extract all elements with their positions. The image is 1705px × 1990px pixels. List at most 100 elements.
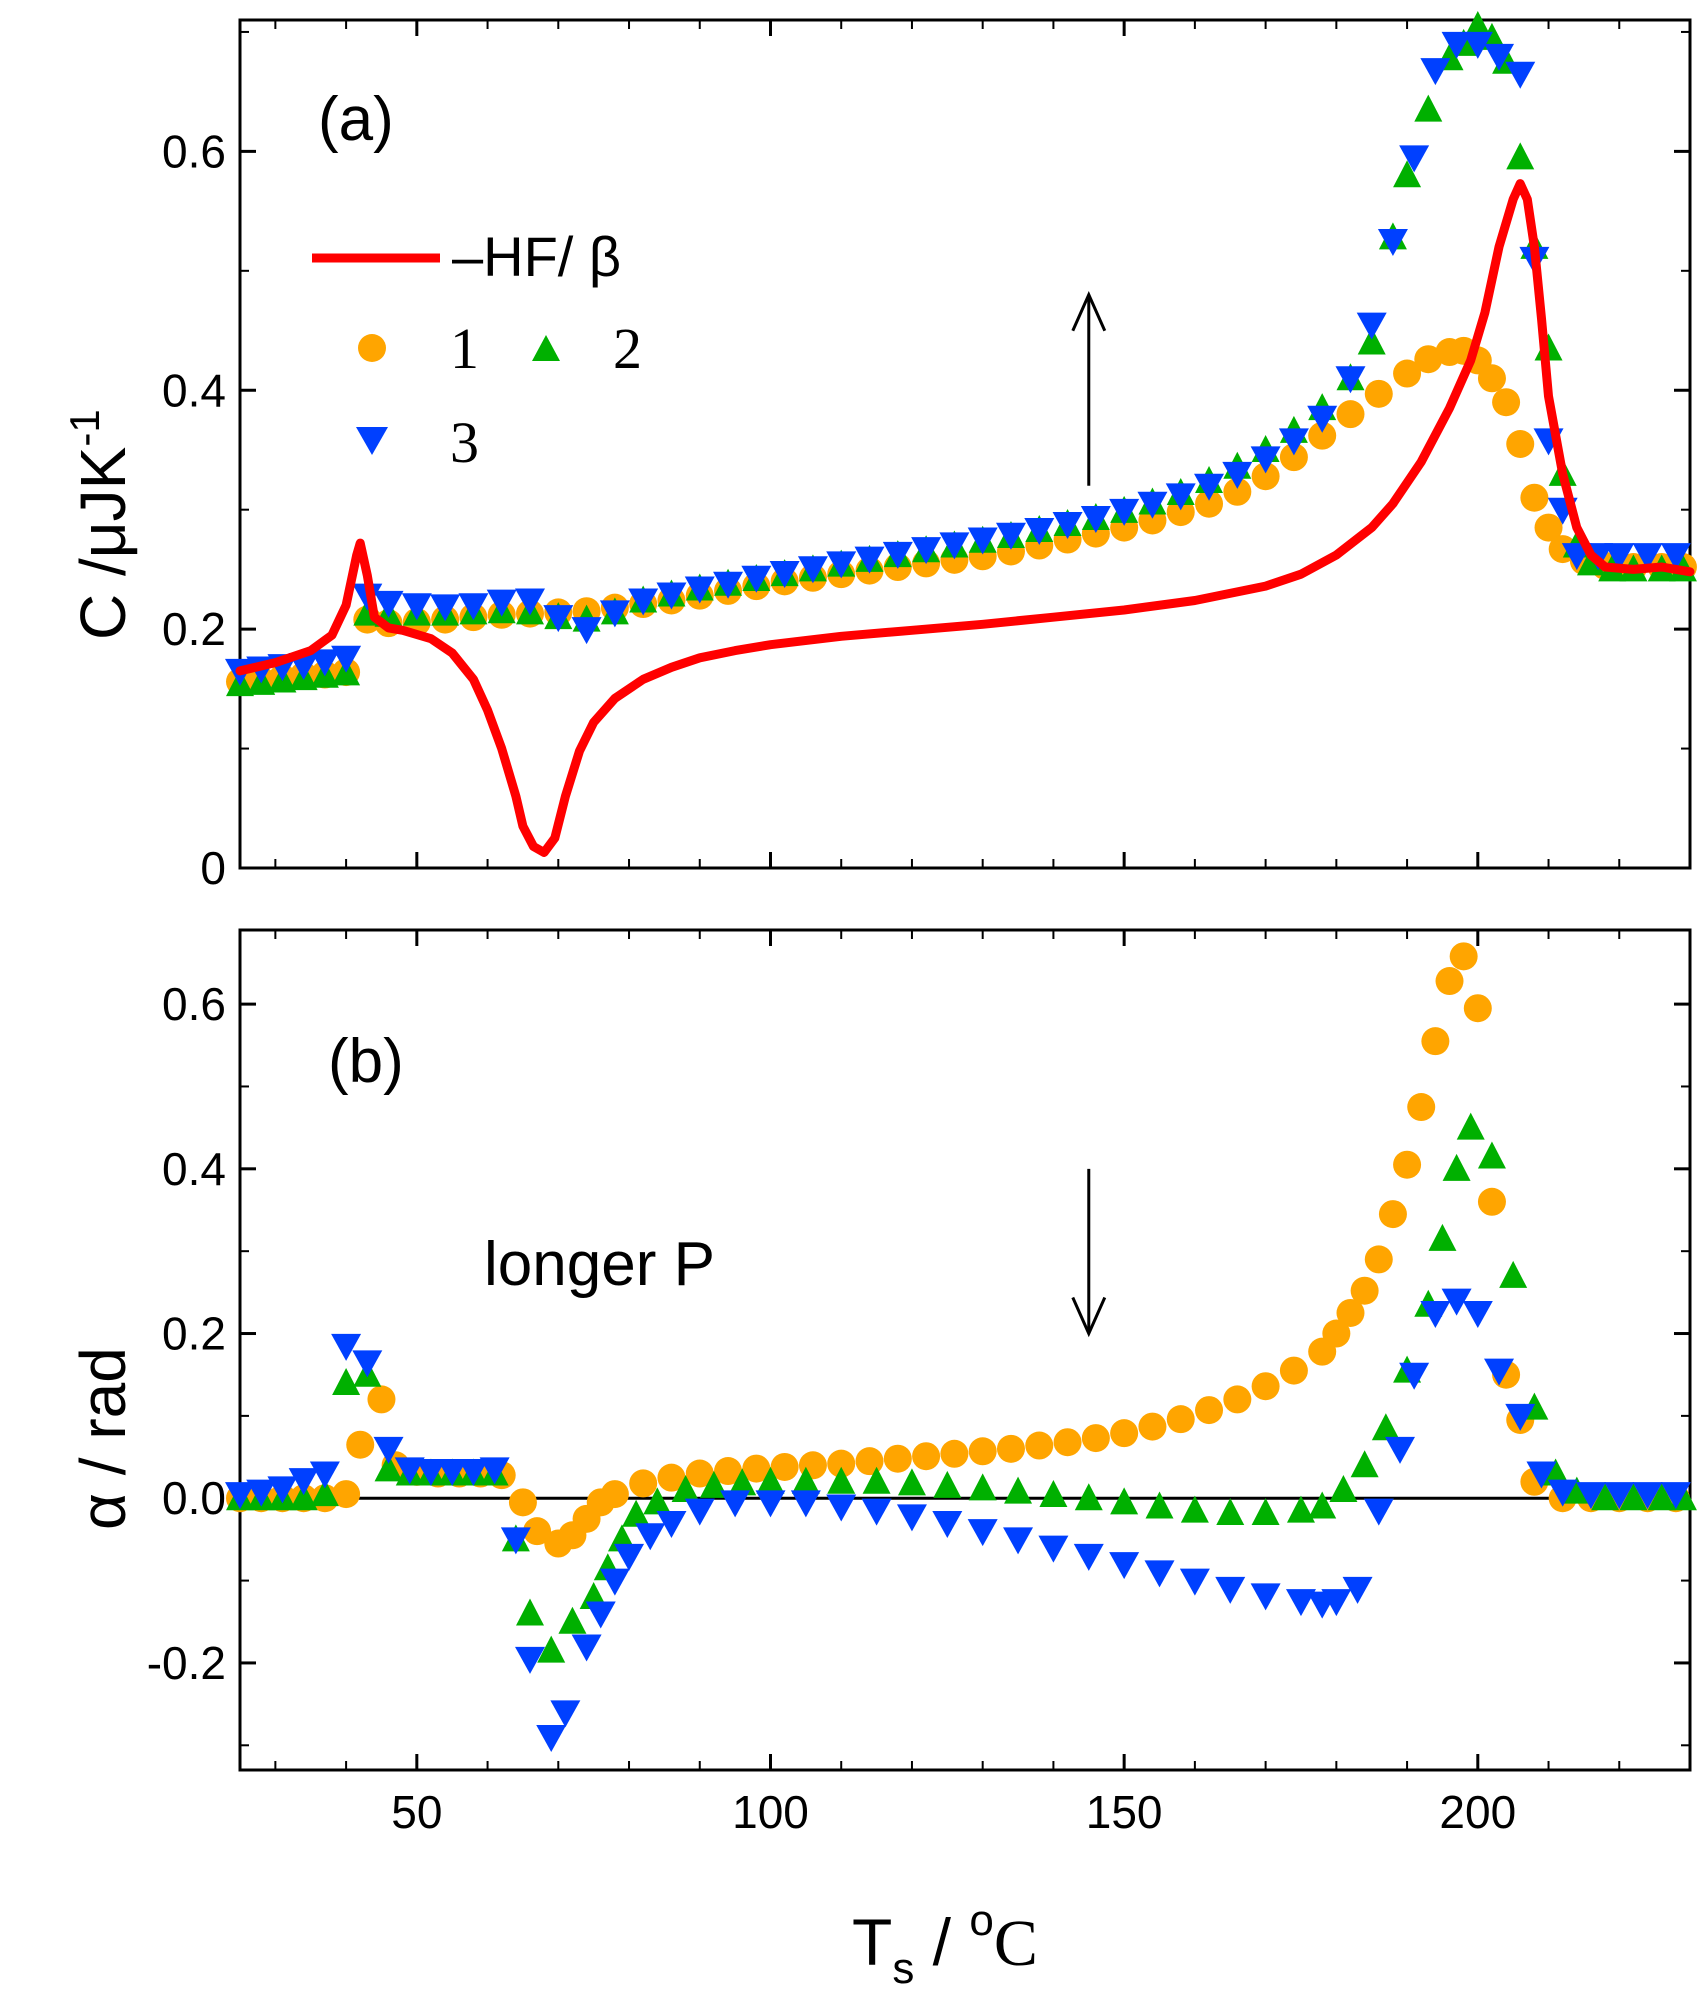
series-3-point xyxy=(225,1482,255,1510)
panel-b-down-arrow xyxy=(1071,1168,1107,1338)
legend-label-3: 3 xyxy=(450,410,479,475)
series-1-point xyxy=(1223,477,1252,506)
series-3-point xyxy=(656,582,687,610)
series-3-point xyxy=(1399,1362,1430,1390)
series-2-point xyxy=(1541,1458,1570,1486)
series-1-point xyxy=(1492,388,1521,417)
series-1-point xyxy=(1393,359,1422,388)
y-tick-label: 0.4 xyxy=(162,1143,226,1195)
series-1-point xyxy=(1414,345,1443,374)
series-1-point xyxy=(1477,364,1506,393)
series-3-point xyxy=(882,541,913,569)
series-3-point xyxy=(288,1468,319,1496)
series-3-point xyxy=(458,593,489,621)
series-2-point xyxy=(1357,327,1386,355)
panel-a-tick-labels: 0 0.2 0.4 0.6 xyxy=(162,125,226,894)
series-3-point xyxy=(1441,31,1472,59)
series-3-point xyxy=(415,1459,446,1487)
series-1-point xyxy=(1364,1245,1393,1274)
legend-label-1: 1 xyxy=(450,316,479,381)
panel-a-ticks xyxy=(240,20,1691,870)
series-3-point xyxy=(1660,543,1691,571)
panel-a-series xyxy=(225,10,1697,857)
series-2-point xyxy=(289,1483,318,1511)
series-1-point xyxy=(827,1449,856,1478)
series-2-point xyxy=(1393,160,1422,188)
series-3-point xyxy=(1003,1527,1034,1555)
series-2-point xyxy=(1647,1483,1676,1511)
series-2-point xyxy=(1442,1153,1471,1181)
series-1-point xyxy=(1421,1027,1450,1056)
series-2-point xyxy=(1414,94,1443,122)
series-3-point xyxy=(479,1457,510,1485)
series-1-point xyxy=(1251,1372,1280,1401)
y-tick-label: -0.2 xyxy=(147,1637,226,1689)
series-3-point xyxy=(515,1646,545,1674)
series-1-point xyxy=(1138,1412,1167,1441)
series-1-point xyxy=(742,1454,771,1483)
series-3-point xyxy=(1137,491,1168,519)
series-3-point xyxy=(797,556,828,584)
series-3-point xyxy=(861,1498,892,1526)
series-3-point xyxy=(599,1568,630,1596)
series-1-point xyxy=(346,1430,375,1459)
legend-triangle-up-marker xyxy=(532,335,560,361)
series-3-point xyxy=(614,1543,645,1571)
series-2-point xyxy=(968,1473,997,1501)
panel-b-series xyxy=(225,942,1697,1753)
series-1-point xyxy=(685,1459,714,1488)
series-1-point xyxy=(1393,1150,1422,1179)
series-2-point xyxy=(1074,1483,1103,1511)
panel-b-ylabel: α / rad xyxy=(67,1347,139,1530)
series-1-point xyxy=(714,1457,743,1486)
series-3-point xyxy=(373,590,404,618)
series-3-point xyxy=(1505,61,1536,89)
series-1-point xyxy=(1308,421,1337,450)
series-2-point xyxy=(1216,1498,1245,1526)
series-1-point xyxy=(1336,400,1365,429)
series-3-point xyxy=(967,527,998,555)
annotation-longer-p: longer P xyxy=(484,1230,715,1299)
series-3-point xyxy=(1604,1482,1635,1510)
series-1-point xyxy=(996,1434,1025,1463)
series-1-point xyxy=(1378,1200,1407,1229)
series-2-point xyxy=(1251,1498,1280,1526)
series-1-point xyxy=(1463,994,1492,1023)
series-1-point xyxy=(1322,1319,1351,1348)
series-3-point xyxy=(1356,312,1387,340)
y-tick-label: 0.2 xyxy=(162,603,226,655)
series-1-point xyxy=(968,1437,997,1466)
series-3-point xyxy=(1024,517,1055,545)
series-3-point xyxy=(684,576,715,604)
series-3-point xyxy=(1420,1300,1451,1328)
series-3-point xyxy=(1484,1358,1515,1386)
legend-label-2: 2 xyxy=(613,316,642,381)
series-3-point xyxy=(1505,1403,1536,1431)
series-2-point xyxy=(1286,1495,1315,1523)
series-3-point xyxy=(1575,1482,1606,1510)
series-2-point xyxy=(1371,1413,1400,1441)
series-2-point xyxy=(1145,1491,1174,1519)
series-3-point xyxy=(352,1350,383,1378)
series-3-point xyxy=(1144,1560,1175,1588)
series-3-point xyxy=(1038,1535,1069,1563)
series-3-point xyxy=(720,1490,751,1518)
series-1-point xyxy=(1534,513,1563,542)
series-3-point xyxy=(932,1510,963,1538)
series-3-point xyxy=(267,1476,298,1504)
legend-triangle-down-marker xyxy=(356,427,388,455)
series-3-point xyxy=(401,593,432,621)
x-tick-label: 150 xyxy=(1086,1786,1163,1838)
x-tick-label: 200 xyxy=(1439,1786,1516,1838)
series-3-point xyxy=(543,605,574,633)
series-2-point xyxy=(1506,142,1535,170)
series-2-point xyxy=(1456,1112,1485,1140)
series-1-point xyxy=(883,1444,912,1473)
series-3-point xyxy=(1165,483,1196,511)
series-3-point xyxy=(628,588,659,616)
series-3-point xyxy=(1526,1461,1557,1489)
series-1-point xyxy=(855,1447,884,1476)
series-2-point xyxy=(622,1499,651,1527)
series-2-point xyxy=(862,1466,891,1494)
series-1-point xyxy=(1251,462,1280,491)
